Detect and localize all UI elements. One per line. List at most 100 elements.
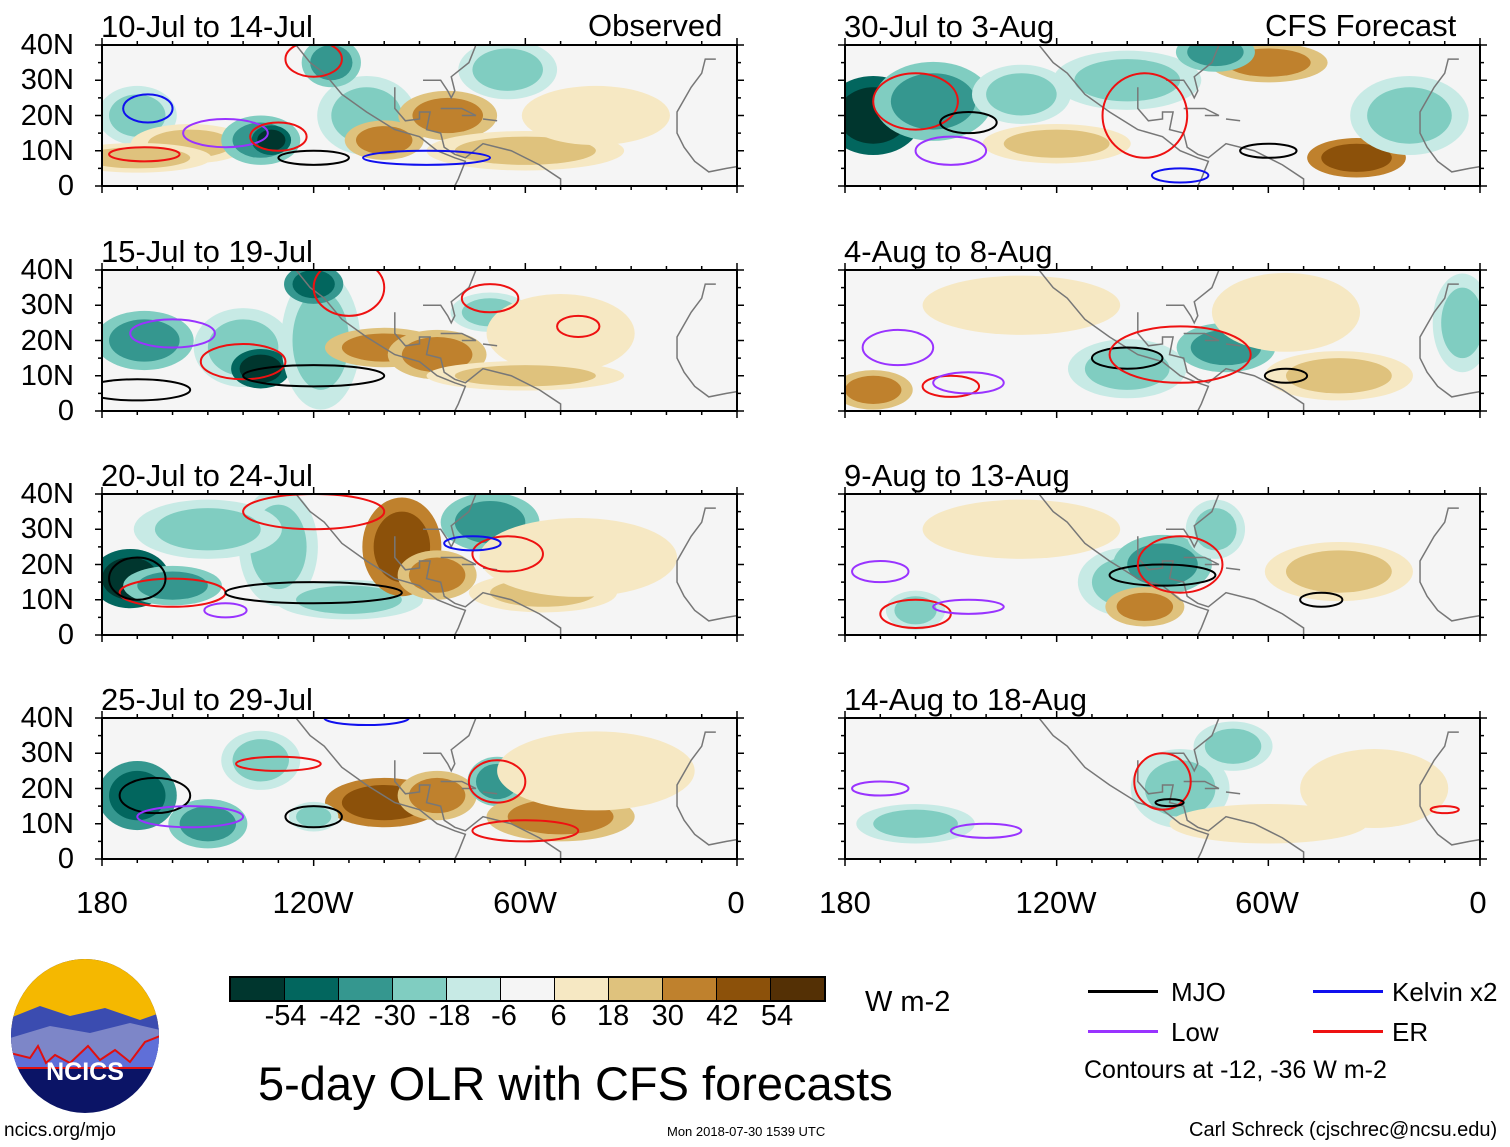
contour-er bbox=[1429, 805, 1460, 815]
legend-line-mjo bbox=[1088, 990, 1158, 993]
contour-er bbox=[284, 45, 343, 78]
y-tick-label: 0 bbox=[57, 843, 74, 875]
olr-anomaly-blob bbox=[507, 529, 649, 586]
olr-anomaly-blob bbox=[109, 319, 180, 362]
olr-anomaly-blob bbox=[154, 508, 261, 551]
olr-anomaly-blob bbox=[401, 336, 473, 373]
y-tick-label: 30N bbox=[20, 737, 74, 770]
y-tick-label: 30N bbox=[20, 64, 74, 97]
coastline bbox=[423, 45, 477, 100]
map-panel bbox=[838, 263, 1487, 418]
map-panel bbox=[95, 38, 744, 193]
coastline bbox=[676, 283, 737, 398]
olr-anomaly-blob bbox=[1321, 143, 1392, 172]
y-tick-label: 0 bbox=[57, 619, 74, 651]
contour-low bbox=[861, 328, 935, 367]
colorbar-tick-label: -30 bbox=[373, 1000, 416, 1032]
units-label: W m-2 bbox=[865, 986, 951, 1018]
contour-low bbox=[203, 602, 248, 619]
coastline bbox=[423, 494, 477, 549]
contour-er bbox=[249, 121, 308, 152]
colorbar-tick-label: -54 bbox=[264, 1000, 307, 1032]
figure-title: 5-day OLR with CFS forecasts bbox=[258, 1057, 893, 1110]
contour-kelvin bbox=[362, 149, 492, 166]
contour-mjo bbox=[1154, 798, 1185, 808]
coastline bbox=[1166, 718, 1220, 773]
coastline bbox=[440, 332, 477, 342]
coastline bbox=[1183, 107, 1220, 117]
contour-er bbox=[467, 759, 527, 804]
colorbar-swatch bbox=[609, 978, 663, 1000]
contour-er bbox=[199, 343, 287, 381]
legend-line-kelvin bbox=[1313, 990, 1383, 993]
coastline bbox=[1166, 45, 1220, 100]
coastline bbox=[676, 731, 737, 846]
contour-er bbox=[556, 314, 601, 338]
coastline bbox=[295, 270, 467, 411]
olr-anomaly-blob bbox=[525, 742, 667, 800]
panel-title: 20-Jul to 24-Jul bbox=[101, 458, 313, 493]
olr-anomaly-blob bbox=[1003, 129, 1110, 158]
coastline bbox=[1225, 567, 1241, 571]
contour-kelvin bbox=[1150, 167, 1210, 184]
coastline bbox=[1137, 760, 1305, 859]
coastline bbox=[1225, 791, 1241, 795]
contour-mjo bbox=[284, 805, 343, 829]
panel-title: 9-Aug to 13-Aug bbox=[844, 458, 1070, 493]
map-panel bbox=[95, 263, 744, 418]
coastline bbox=[423, 718, 477, 773]
coastline bbox=[440, 107, 477, 117]
panel-title: 4-Aug to 8-Aug bbox=[844, 234, 1053, 269]
coastline bbox=[394, 760, 562, 859]
contour-mjo bbox=[118, 776, 192, 815]
coastline bbox=[1038, 45, 1210, 186]
colorbar-swatch bbox=[339, 978, 393, 1000]
olr-anomaly-blob bbox=[1144, 760, 1216, 817]
y-tick-label: 20N bbox=[20, 772, 74, 805]
y-tick-label: 40N bbox=[20, 478, 74, 510]
y-tick-label: 0 bbox=[57, 170, 74, 202]
olr-anomaly-blob bbox=[950, 508, 1092, 551]
olr-anomaly-blob bbox=[1441, 287, 1480, 359]
contour-mjo bbox=[939, 110, 998, 135]
contour-low bbox=[851, 559, 910, 584]
coastline bbox=[295, 718, 467, 859]
contour-low bbox=[932, 598, 1005, 615]
panel-title: 15-Jul to 19-Jul bbox=[101, 234, 313, 269]
observed-label: Observed bbox=[588, 8, 723, 43]
legend-label-kelvin: Kelvin x2 bbox=[1392, 977, 1498, 1007]
contour-low bbox=[129, 318, 216, 349]
y-tick-label: 10N bbox=[20, 807, 74, 840]
contour-er bbox=[1101, 72, 1189, 159]
contour-er bbox=[1133, 752, 1192, 811]
olr-anomaly-blob bbox=[950, 284, 1092, 327]
contour-mjo bbox=[242, 364, 386, 388]
olr-anomaly-blob bbox=[257, 129, 286, 151]
olr-anomaly-blob bbox=[542, 94, 649, 137]
y-tick-label: 20N bbox=[20, 324, 74, 357]
legend-line-er bbox=[1313, 1030, 1383, 1033]
y-tick-label: 20N bbox=[20, 548, 74, 581]
olr-anomaly-blob bbox=[109, 770, 166, 821]
olr-anomaly-blob bbox=[310, 45, 353, 81]
coastline bbox=[1419, 283, 1480, 398]
colorbar-swatch bbox=[393, 978, 447, 1000]
coastline bbox=[676, 58, 737, 173]
x-tick-left-120w: 120W bbox=[272, 885, 354, 920]
olr-anomaly-blob bbox=[102, 147, 191, 169]
credit: Carl Schreck (cjschrec@ncsu.edu) bbox=[1189, 1119, 1498, 1141]
x-tick-left-180: 180 bbox=[76, 885, 128, 920]
timestamp: Mon 2018-07-30 1539 UTC bbox=[667, 1124, 826, 1139]
website-link[interactable]: ncics.org/mjo bbox=[4, 1120, 116, 1141]
olr-anomaly-blob bbox=[1321, 760, 1428, 817]
ncics-logo: NCICS bbox=[11, 959, 159, 1113]
colorbar-tick-label: 30 bbox=[651, 1000, 684, 1032]
contour-er bbox=[108, 146, 181, 163]
olr-anomaly-blob bbox=[1204, 728, 1262, 764]
contour-low bbox=[932, 371, 1005, 395]
y-tick-label: 30N bbox=[20, 513, 74, 546]
contour-er bbox=[242, 494, 386, 531]
y-tick-label: 30N bbox=[20, 289, 74, 322]
coastline bbox=[440, 556, 477, 566]
coastline bbox=[1038, 494, 1210, 635]
